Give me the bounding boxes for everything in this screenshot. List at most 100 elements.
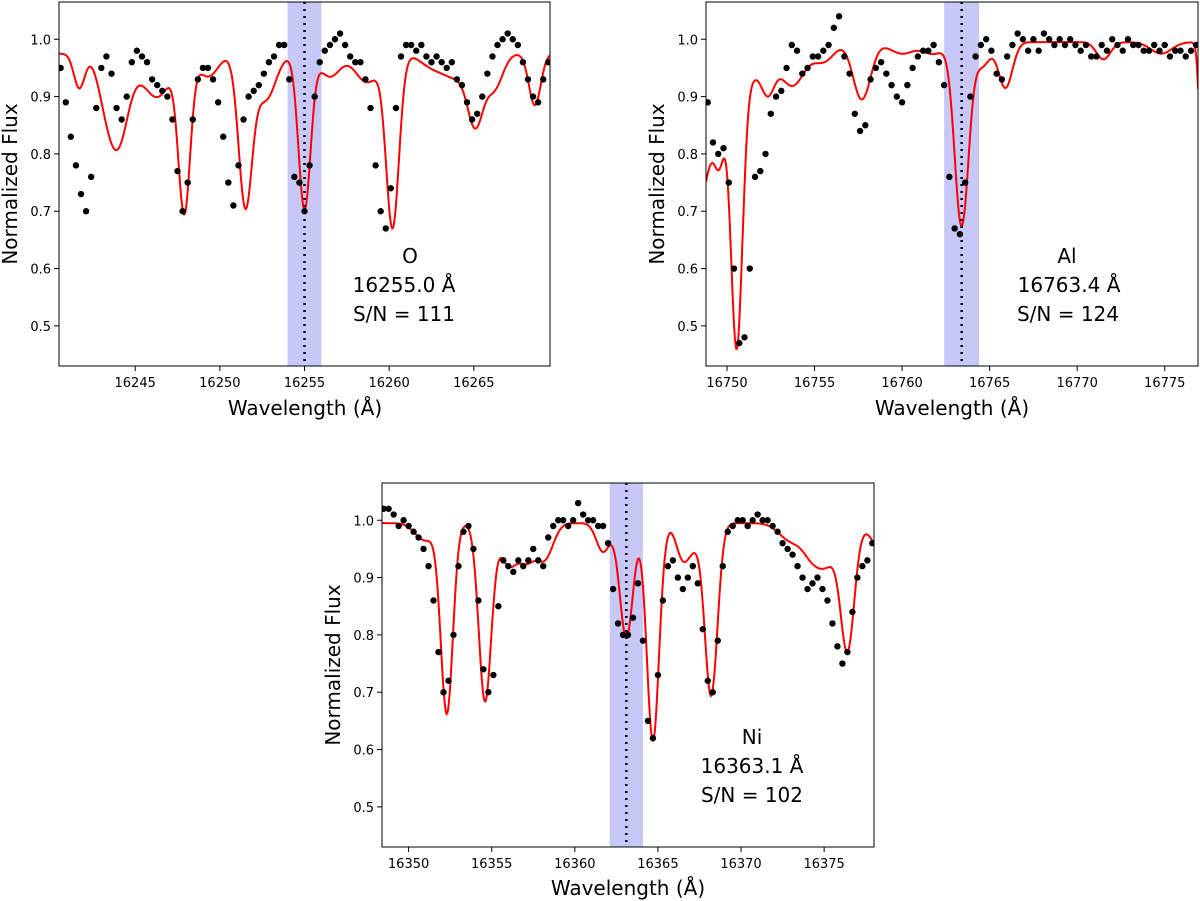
observed-point <box>1130 41 1137 49</box>
observed-point <box>316 58 323 66</box>
observed-point <box>736 339 743 347</box>
x-tick-label: 16260 <box>368 376 409 391</box>
x-tick-label: 16755 <box>794 376 835 391</box>
observed-point <box>659 597 667 604</box>
observed-point <box>762 150 769 158</box>
observed-point <box>829 620 836 627</box>
observed-point <box>347 53 354 60</box>
observed-point <box>390 511 397 518</box>
observed-point <box>594 522 602 530</box>
observed-point <box>779 539 786 547</box>
observed-point <box>951 225 958 232</box>
observed-point <box>500 557 507 564</box>
observed-point <box>574 499 582 507</box>
observed-point <box>108 70 115 77</box>
observed-point <box>856 127 864 135</box>
observed-point <box>455 562 462 570</box>
observed-point <box>372 162 379 169</box>
observed-point <box>465 522 472 530</box>
observed-point <box>614 620 622 627</box>
panel-al: 16750 16755 16760 16765 16770 16775 0.5 0.6 0.7 0… <box>645 1 1199 420</box>
x-tick-label: 16750 <box>706 376 747 391</box>
observed-point <box>564 522 572 530</box>
observed-point <box>433 53 440 60</box>
observed-point <box>505 562 512 570</box>
observed-point <box>128 58 136 66</box>
observed-point <box>679 585 687 593</box>
observed-point <box>609 585 617 593</box>
y-tick-label: 0.5 <box>677 320 698 335</box>
observed-point <box>720 144 727 152</box>
observed-point <box>709 139 717 146</box>
observed-point <box>946 173 953 181</box>
snr-label: S/N = 124 <box>1017 302 1119 326</box>
observed-point <box>757 167 764 175</box>
observed-point <box>67 133 75 140</box>
observed-point <box>725 179 732 186</box>
observed-point <box>286 76 293 83</box>
observed-point <box>844 648 851 656</box>
observed-point <box>545 58 550 66</box>
observed-point <box>784 545 791 553</box>
y-tick-label: 0.5 <box>353 801 374 816</box>
observed-point <box>988 47 995 54</box>
observed-point <box>851 110 859 117</box>
observed-point <box>296 179 303 186</box>
y-tick-label: 0.7 <box>353 686 374 701</box>
observed-point <box>824 597 831 604</box>
observed-point <box>62 99 69 106</box>
observed-point <box>275 41 283 49</box>
observed-point <box>448 58 455 66</box>
observed-point <box>734 517 741 524</box>
observed-point <box>440 689 447 696</box>
observed-point <box>559 517 567 524</box>
observed-point <box>604 539 612 547</box>
observed-point <box>291 173 298 181</box>
observed-point <box>430 597 437 604</box>
observed-point <box>893 93 901 100</box>
observed-point <box>1077 47 1084 54</box>
observed-point <box>235 162 242 169</box>
panel-o: 16245 16250 16255 16260 16265 0.5 0.6 0.7 0.8 0.9… <box>0 1 551 420</box>
observed-point <box>494 41 501 49</box>
element-label: Ni <box>742 725 763 749</box>
observed-point <box>715 150 722 158</box>
observed-point <box>133 47 141 54</box>
observed-point <box>830 24 838 31</box>
observed-point <box>77 190 85 198</box>
observed-point <box>835 13 843 20</box>
observed-point <box>357 58 364 66</box>
observed-point <box>485 689 492 696</box>
observed-point <box>550 522 557 530</box>
observed-point <box>113 104 120 112</box>
x-tick-label: 16355 <box>471 857 512 872</box>
y-tick-label: 0.6 <box>30 263 51 278</box>
observed-point <box>746 265 753 272</box>
observed-point <box>199 64 207 72</box>
observed-point <box>489 53 496 60</box>
observed-point <box>1114 41 1121 49</box>
observed-point <box>909 64 916 72</box>
observed-point <box>1035 47 1042 54</box>
x-tick-label: 16760 <box>881 376 922 391</box>
y-tick-label: 0.6 <box>677 263 698 278</box>
observed-point <box>1166 53 1174 60</box>
observed-point <box>1177 47 1184 54</box>
x-axis-label: Wavelength (Å) <box>228 396 382 420</box>
observed-point <box>649 734 657 742</box>
observed-point <box>450 631 457 639</box>
observed-point <box>599 522 607 530</box>
observed-point <box>520 562 527 570</box>
observed-point <box>619 631 627 639</box>
observed-point <box>719 562 726 570</box>
observed-point <box>495 603 502 610</box>
observed-point <box>367 104 374 112</box>
observed-point <box>1172 47 1179 54</box>
observed-point <box>395 522 402 530</box>
observed-point <box>729 522 736 530</box>
observed-point <box>904 81 911 89</box>
plot-area <box>59 2 550 366</box>
x-tick-label: 16245 <box>115 376 156 391</box>
observed-point <box>377 208 384 215</box>
observed-point <box>194 76 202 83</box>
